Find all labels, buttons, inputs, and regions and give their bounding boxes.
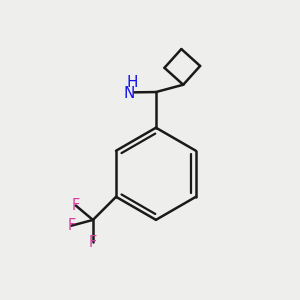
- Text: F: F: [89, 235, 97, 250]
- Text: F: F: [67, 218, 76, 233]
- Text: N: N: [124, 86, 135, 101]
- Text: F: F: [72, 198, 80, 213]
- Text: H: H: [126, 75, 138, 90]
